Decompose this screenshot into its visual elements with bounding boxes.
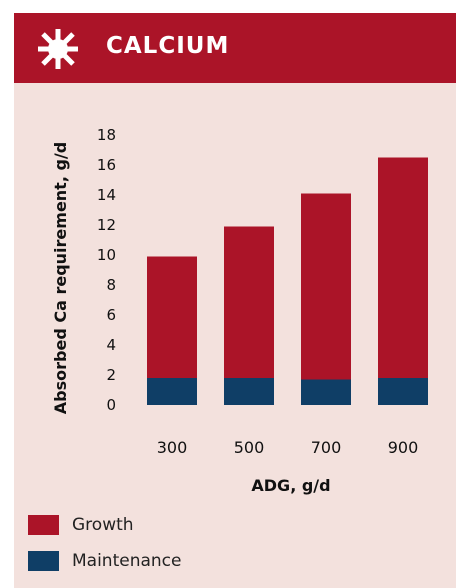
header-bar: CALCIUM <box>14 13 456 83</box>
bar-growth-700 <box>301 193 351 380</box>
x-tick-label: 900 <box>388 438 419 457</box>
y-tick-label: 16 <box>97 156 116 174</box>
bar-maintenance-300 <box>147 378 197 405</box>
y-tick-label: 18 <box>97 126 116 144</box>
legend-item-growth: Growth <box>28 507 181 543</box>
sun-icon <box>38 29 78 69</box>
y-tick-label: 0 <box>106 396 116 414</box>
bar-maintenance-900 <box>378 378 428 405</box>
x-axis-label: ADG, g/d <box>251 476 330 495</box>
legend-label-growth: Growth <box>72 515 134 535</box>
bar-growth-900 <box>378 157 428 378</box>
y-tick-label: 4 <box>106 336 116 354</box>
page-title: CALCIUM <box>106 33 230 59</box>
y-tick-label: 14 <box>97 186 116 204</box>
legend-label-maintenance: Maintenance <box>72 551 182 571</box>
calcium-bar-chart: 0 2 4 6 8 10 12 14 16 18 300 500 700 900 ADG, g/d Absor… <box>51 126 428 495</box>
y-tick-label: 12 <box>97 216 116 234</box>
y-tick-label: 6 <box>106 306 116 324</box>
y-tick-label: 8 <box>106 276 116 294</box>
legend-item-maintenance: Maintenance <box>28 543 181 579</box>
x-tick-label: 700 <box>311 438 342 457</box>
bar-maintenance-500 <box>224 378 274 405</box>
y-tick-label: 2 <box>106 366 116 384</box>
bar-growth-500 <box>224 226 274 378</box>
x-tick-label: 500 <box>234 438 265 457</box>
calcium-card: CALCIUM 0 2 4 6 8 10 12 14 16 18 300 500 700 900 ADG, … <box>14 13 456 588</box>
legend-swatch-maintenance <box>28 551 59 571</box>
legend: Growth Maintenance <box>28 507 181 579</box>
x-tick-label: 300 <box>157 438 188 457</box>
bar-maintenance-700 <box>301 379 351 405</box>
y-axis-label: Absorbed Ca requirement, g/d <box>51 142 70 414</box>
y-tick-label: 10 <box>97 246 116 264</box>
bar-growth-300 <box>147 256 197 378</box>
legend-swatch-growth <box>28 515 59 535</box>
